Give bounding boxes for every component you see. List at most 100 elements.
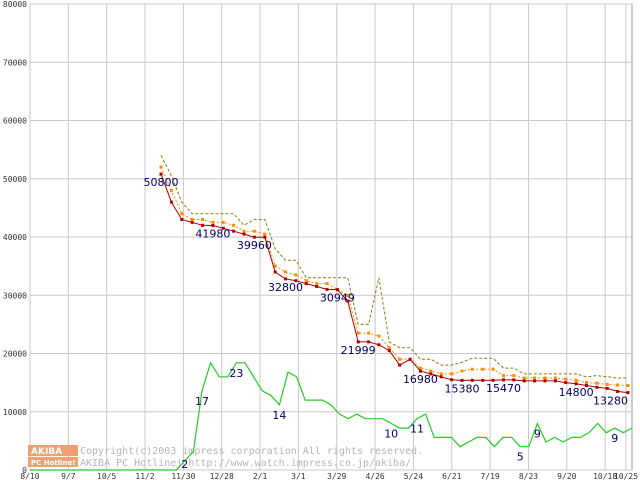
- series-min-point: [616, 389, 620, 393]
- series-min-line: [160, 173, 629, 394]
- series-average-point: [522, 376, 526, 380]
- series-average-point: [543, 376, 547, 380]
- x-tick-label: 6/21: [442, 472, 461, 480]
- x-tick-label: 2/1: [253, 472, 268, 480]
- y-tick-label: 30000: [3, 291, 27, 300]
- series-min-point: [242, 232, 246, 236]
- count-data-label: 2: [181, 458, 188, 471]
- series-min-point: [315, 285, 319, 288]
- price-data-label: 16980: [403, 373, 438, 386]
- series-min-point: [450, 378, 454, 382]
- series-min-point: [543, 379, 547, 383]
- price-data-label: 13280: [593, 395, 628, 408]
- price-data-label: 39960: [237, 239, 272, 252]
- series-min-point: [439, 375, 443, 379]
- price-data-label: 15470: [486, 382, 521, 395]
- y-tick-label: 80000: [3, 0, 27, 9]
- price-data-label: 30949: [320, 292, 355, 305]
- series-min-point: [211, 224, 215, 227]
- series-min-point: [429, 372, 433, 376]
- y-tick-label: 60000: [3, 117, 27, 126]
- series-min-point: [159, 172, 163, 176]
- x-tick-label: 11/30: [171, 472, 195, 480]
- price-data-label: 15380: [444, 382, 479, 395]
- series-min-point: [491, 378, 495, 382]
- series-average-point: [481, 367, 485, 371]
- series-average-point: [470, 367, 474, 371]
- copyright-line2: AKIBA PC Hotline! http://www.watch.impre…: [80, 458, 411, 469]
- series-min-point: [221, 226, 225, 230]
- count-data-label: 14: [272, 409, 286, 422]
- series-min-point: [585, 384, 588, 387]
- series-min-point: [564, 381, 568, 385]
- series-average-point: [263, 232, 267, 236]
- series-min-point: [304, 282, 308, 286]
- count-data-label: 23: [229, 367, 243, 380]
- y-axis-ticks: 0 10000 20000 30000 40000 50000 60000 70000 8000…: [3, 0, 27, 475]
- series-average-point: [325, 282, 329, 286]
- series-max-line: [160, 155, 628, 379]
- series-min-point: [470, 378, 474, 382]
- series-min-point: [522, 379, 526, 383]
- series-min-point: [626, 391, 630, 395]
- series-average-point: [439, 372, 443, 376]
- y-tick-label: 20000: [3, 350, 27, 359]
- data-labels-layer: 50800 41980 39960 32800 30949 21999 16980 15380…: [144, 176, 629, 471]
- count-data-label: 5: [517, 451, 524, 464]
- series-min-point: [367, 340, 371, 344]
- count-data-label: 11: [410, 423, 424, 436]
- y-tick-label: 50000: [3, 175, 27, 184]
- watermark: AKIBA PC Hotline! Copyright(c)2003 impre…: [28, 445, 423, 469]
- series-average-point: [211, 220, 215, 224]
- y-tick-label: 40000: [3, 233, 27, 242]
- logo-line2: PC Hotline!: [31, 459, 75, 467]
- series-average-point: [398, 357, 402, 361]
- series-min-point: [605, 386, 609, 390]
- series-average-point: [616, 383, 620, 387]
- series-average-point: [315, 282, 319, 286]
- series-average-point: [585, 381, 588, 385]
- series-average-point: [221, 220, 225, 224]
- series-min-point: [335, 288, 339, 292]
- series-min-point: [398, 363, 402, 367]
- series-min-point: [356, 340, 360, 344]
- x-tick-label: 7/19: [480, 472, 499, 480]
- x-tick-label: 8/23: [519, 472, 538, 480]
- series-average-line: [160, 166, 629, 386]
- series-average-point: [232, 223, 236, 227]
- count-data-label: 9: [611, 432, 618, 445]
- logo-box-bottom: [28, 457, 78, 467]
- series-min-point: [408, 357, 412, 361]
- price-data-label: 41980: [195, 227, 230, 240]
- copyright-line1: Copyright(c)2003 impress corporation All…: [80, 446, 423, 457]
- series-average-point: [605, 382, 609, 386]
- series-min-point: [460, 378, 464, 382]
- series-min-point: [387, 349, 391, 353]
- x-tick-label: 10/18: [593, 472, 617, 480]
- x-tick-label: 12/28: [210, 472, 234, 480]
- series-average-point: [418, 366, 422, 370]
- series-average-point: [553, 376, 557, 380]
- count-data-label: 10: [384, 427, 398, 440]
- x-tick-label: 9/20: [557, 472, 576, 480]
- series-average-point: [273, 264, 277, 268]
- price-data-label: 14800: [559, 386, 594, 399]
- series-min-point: [294, 279, 298, 283]
- series-min-point: [201, 223, 204, 227]
- series-average-point: [252, 229, 256, 233]
- series-average-point: [180, 212, 184, 216]
- y-tick-label: 10000: [3, 408, 27, 417]
- series-min-point: [263, 235, 267, 239]
- series-average-point: [626, 384, 630, 387]
- series-average-point: [533, 376, 537, 380]
- series-min-point: [574, 382, 578, 386]
- series-average-point: [491, 367, 495, 371]
- series-average-point: [284, 270, 287, 274]
- series-min-point: [346, 299, 350, 303]
- series-min-point: [377, 343, 381, 347]
- series-min-point: [169, 200, 173, 204]
- series-min-point: [232, 229, 236, 233]
- series-average-point: [159, 165, 163, 169]
